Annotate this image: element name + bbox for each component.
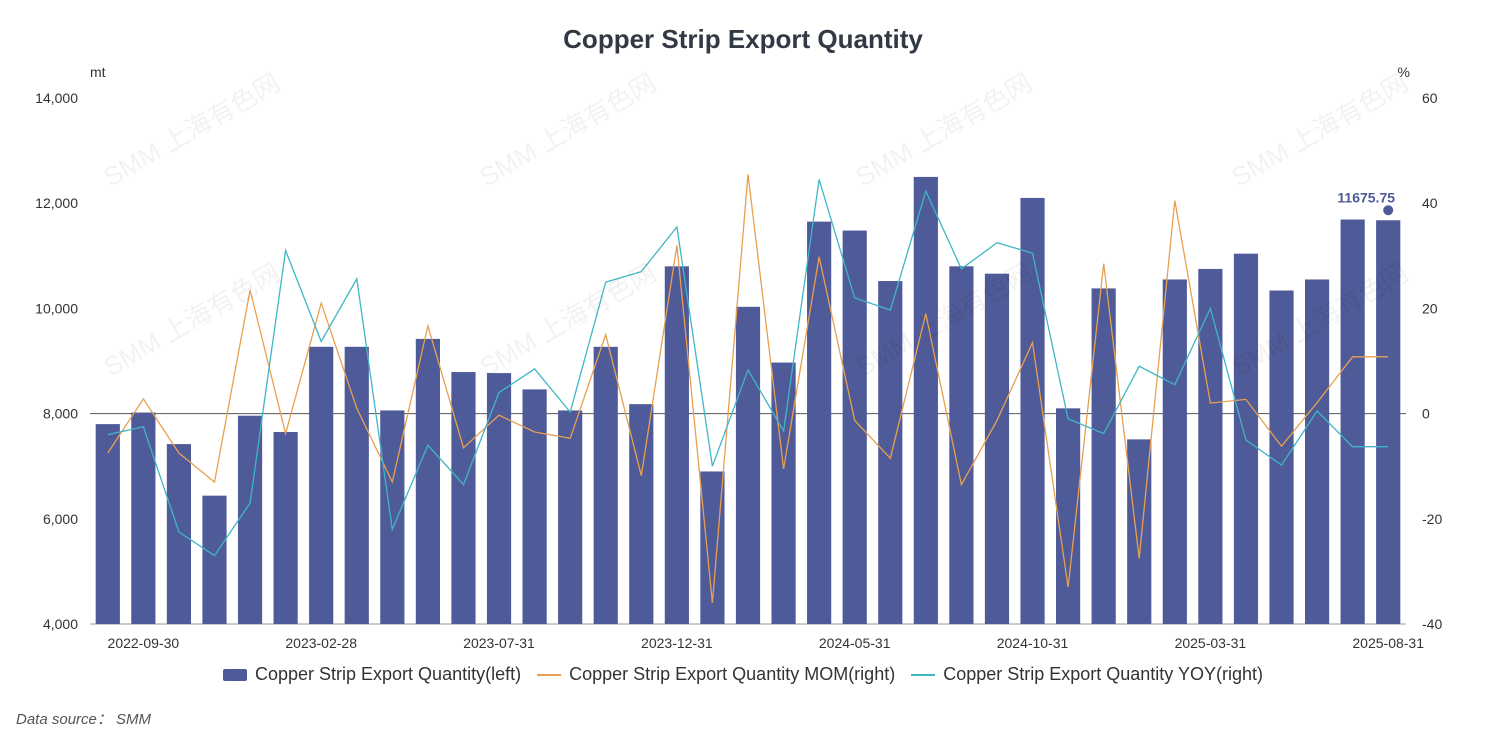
bar <box>807 221 832 625</box>
lines-layer <box>107 174 1389 604</box>
bar <box>1198 268 1223 624</box>
y-right-tick-label: 60 <box>1422 90 1438 106</box>
right-axis-unit: % <box>1398 64 1410 80</box>
bar <box>344 346 369 624</box>
highlight-value-label: 11675.75 <box>1337 189 1395 205</box>
y-right-tick-label: 40 <box>1422 195 1438 211</box>
legend: Copper Strip Export Quantity(left) Coppe… <box>0 664 1486 685</box>
bar <box>1091 288 1116 624</box>
bar <box>1127 439 1152 624</box>
bar <box>273 432 298 624</box>
bar <box>1376 220 1401 624</box>
bar <box>166 444 192 624</box>
bar <box>131 412 156 624</box>
legend-item-mom[interactable]: Copper Strip Export Quantity MOM(right) <box>537 664 895 685</box>
bar <box>451 372 476 624</box>
bar <box>913 176 938 624</box>
y-right-tick-label: 0 <box>1422 406 1430 422</box>
bar <box>309 346 334 624</box>
x-tick-label: 2024-10-31 <box>997 635 1069 651</box>
bars-layer <box>95 176 1401 625</box>
bar <box>878 281 903 624</box>
y-right-tick-label: -40 <box>1422 616 1442 632</box>
bar <box>664 266 689 624</box>
bar <box>522 389 547 624</box>
x-tick-label: 2023-07-31 <box>463 635 535 651</box>
y-left-tick-label: 10,000 <box>35 300 78 316</box>
y-left-tick-label: 6,000 <box>43 511 78 527</box>
y-left-tick-label: 8,000 <box>43 406 78 422</box>
highlight-marker <box>1383 205 1394 216</box>
x-tick-label: 2024-05-31 <box>819 635 891 651</box>
legend-swatch-mom <box>537 673 562 676</box>
y-left-tick-label: 14,000 <box>35 90 78 106</box>
legend-label-mom: Copper Strip Export Quantity MOM(right) <box>569 664 896 684</box>
bar <box>629 404 654 624</box>
bar <box>1020 197 1045 624</box>
mom-line <box>107 174 1389 604</box>
legend-swatch-yoy <box>911 673 936 676</box>
bar <box>984 273 1010 624</box>
bar <box>1056 408 1081 624</box>
legend-item-quantity[interactable]: Copper Strip Export Quantity(left) <box>222 664 522 685</box>
x-tick-label: 2023-12-31 <box>641 635 713 651</box>
bar <box>415 338 440 624</box>
chart-canvas: mt % 4,000 6,000 8,000 10,000 12,000 14,000 -40 -… <box>35 64 1442 651</box>
bar <box>593 346 618 624</box>
chart-title: Copper Strip Export Quantity <box>563 24 923 54</box>
y-left-tick-label: 4,000 <box>43 616 78 632</box>
labels-layer: mt % 4,000 6,000 8,000 10,000 12,000 14,000 -40 -… <box>35 64 1442 651</box>
legend-swatch-bar <box>222 668 247 681</box>
bar <box>735 306 761 624</box>
x-tick-label: 2025-08-31 <box>1352 635 1424 651</box>
legend-label-quantity: Copper Strip Export Quantity(left) <box>254 664 522 684</box>
x-tick-label: 2022-09-30 <box>108 635 180 651</box>
bar <box>1340 219 1365 625</box>
y-right-tick-label: 20 <box>1422 300 1438 316</box>
bar <box>486 373 512 624</box>
legend-item-yoy[interactable]: Copper Strip Export Quantity YOY(right) <box>911 664 1263 685</box>
bar <box>842 230 867 624</box>
legend-label-yoy: Copper Strip Export Quantity YOY(right) <box>943 664 1264 684</box>
bar <box>558 410 583 624</box>
left-axis-unit: mt <box>90 64 106 80</box>
bar <box>202 495 227 624</box>
y-right-tick-label: -20 <box>1422 511 1442 527</box>
x-tick-label: 2025-03-31 <box>1175 635 1247 651</box>
bar <box>1304 279 1330 624</box>
data-source-note: Data source： SMM <box>16 711 152 728</box>
bar <box>1269 290 1294 624</box>
y-left-tick-label: 12,000 <box>35 195 78 211</box>
bar <box>95 424 120 624</box>
yoy-line <box>107 179 1389 557</box>
bar <box>1162 279 1187 624</box>
x-tick-label: 2023-02-28 <box>285 635 357 651</box>
